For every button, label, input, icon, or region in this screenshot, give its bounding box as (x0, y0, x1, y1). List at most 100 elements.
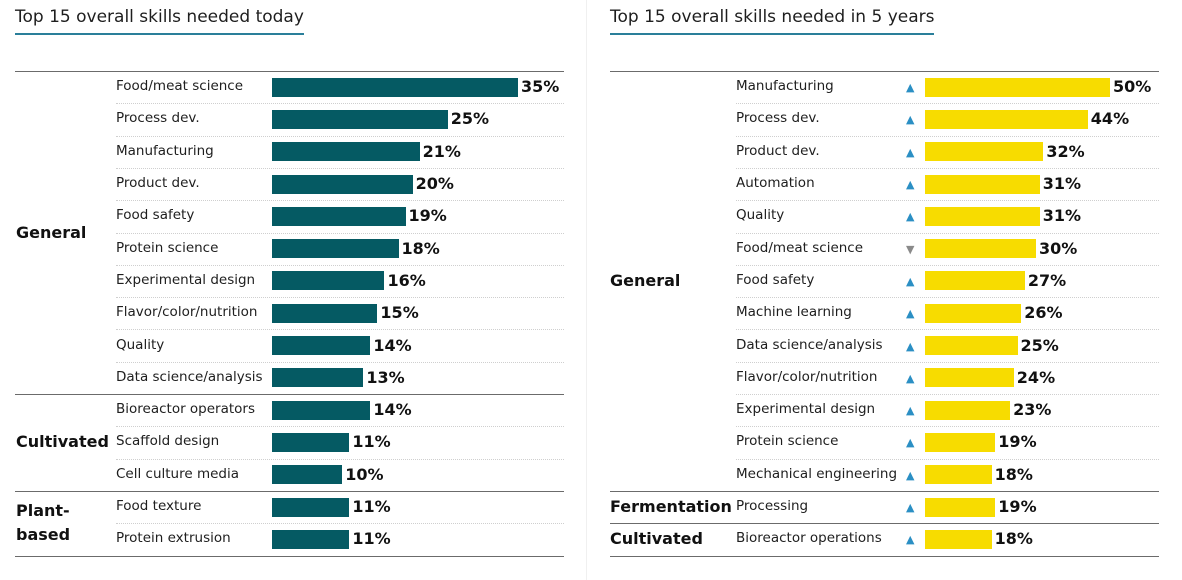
data-label: 10% (345, 464, 384, 484)
bar (925, 303, 1022, 323)
trend-up-icon: ▲ (906, 436, 915, 450)
bar (272, 336, 371, 356)
row-divider (736, 167, 1159, 169)
bar (272, 303, 378, 323)
data-label: 44% (1090, 109, 1130, 129)
bar-label: Product dev. (736, 142, 820, 159)
bar (272, 271, 385, 291)
bar-label: Quality (116, 336, 165, 353)
bar (925, 368, 1014, 388)
bar-label: Protein science (736, 433, 839, 450)
row-divider (736, 200, 1159, 202)
panel-divider (586, 0, 587, 580)
trend-up-icon: ▲ (906, 501, 915, 515)
trend-up-icon: ▲ (906, 210, 915, 224)
chart-title: Top 15 overall skills needed in 5 years (610, 7, 935, 35)
data-label: 19% (408, 206, 447, 226)
bar (272, 109, 448, 129)
row-divider (116, 103, 564, 105)
bar-label: Experimental design (116, 271, 256, 288)
data-label: 20% (415, 174, 454, 194)
bar (272, 497, 350, 517)
bar (272, 400, 371, 420)
data-label: 35% (521, 77, 560, 97)
bar-label: Scaffold design (116, 433, 220, 450)
group-label: Cultivated (610, 529, 703, 549)
trend-up-icon: ▲ (906, 533, 915, 547)
bar-label: Flavor/color/nutrition (736, 368, 878, 385)
group-separator (15, 394, 564, 395)
data-label: 11% (352, 529, 391, 549)
row-divider (736, 103, 1159, 105)
data-label: 23% (1013, 400, 1052, 420)
group-label: Cultivated (16, 432, 109, 452)
bar-label: Bioreactor operators (116, 401, 256, 418)
data-label: 14% (373, 400, 412, 420)
data-label: 11% (352, 497, 391, 517)
row-divider (116, 167, 564, 169)
row-divider (736, 426, 1159, 428)
data-label: 18% (401, 238, 440, 258)
bar-label: Food safety (116, 207, 195, 224)
row-divider (116, 458, 564, 460)
row-divider (736, 264, 1159, 266)
bar-label: Automation (736, 175, 815, 192)
bar (272, 432, 350, 452)
row-divider (736, 232, 1159, 234)
bar (925, 432, 996, 452)
row-divider (116, 264, 564, 266)
data-label: 30% (1039, 238, 1078, 258)
bar-label: Flavor/color/nutrition (116, 304, 258, 321)
data-label: 24% (1016, 367, 1056, 387)
bar (925, 239, 1036, 259)
row-divider (116, 329, 564, 331)
row-divider (116, 523, 564, 525)
bar-label: Cell culture media (116, 465, 240, 482)
row-divider (116, 361, 564, 363)
trend-up-icon: ▲ (906, 307, 915, 321)
bar (272, 368, 364, 388)
bar (272, 174, 413, 194)
row-divider (116, 200, 564, 202)
bar (925, 465, 992, 485)
group-separator (15, 555, 564, 557)
bar (925, 174, 1040, 194)
bar-label: Processing (736, 498, 809, 515)
trend-up-icon: ▲ (906, 339, 915, 353)
bar-label: Protein extrusion (116, 530, 231, 547)
bar-label: Product dev. (116, 175, 200, 192)
bar-label: Manufacturing (736, 78, 834, 95)
bar-label: Food/meat science (116, 78, 244, 95)
group-label: Fermentation (610, 497, 732, 517)
row-divider (116, 232, 564, 234)
data-label: 19% (998, 497, 1037, 517)
row-divider (736, 394, 1159, 395)
data-label: 14% (373, 335, 412, 355)
data-label: 32% (1046, 141, 1085, 161)
group-separator (610, 523, 1159, 525)
trend-up-icon: ▲ (906, 371, 915, 385)
data-label: 18% (994, 529, 1033, 549)
trend-down-icon: ▼ (906, 242, 915, 256)
data-label: 11% (352, 432, 391, 452)
bar-label: Data science/analysis (736, 336, 883, 353)
data-label: 13% (366, 367, 405, 387)
bar-label: Data science/analysis (116, 368, 263, 385)
bar (925, 206, 1040, 226)
data-label: 31% (1042, 206, 1081, 226)
data-label: 50% (1113, 77, 1152, 97)
bar (272, 206, 406, 226)
group-separator (610, 555, 1159, 557)
bar (925, 497, 996, 517)
data-label: 21% (422, 141, 461, 161)
bar (925, 142, 1044, 162)
bar-label: Food safety (736, 271, 815, 288)
data-label: 25% (1020, 335, 1059, 355)
bar-label: Experimental design (736, 401, 876, 418)
bar-label: Process dev. (116, 110, 200, 127)
trend-up-icon: ▲ (906, 113, 915, 127)
bar (272, 465, 343, 485)
row-divider (736, 458, 1159, 460)
data-label: 26% (1024, 303, 1063, 323)
bar-label: Manufacturing (116, 142, 214, 159)
